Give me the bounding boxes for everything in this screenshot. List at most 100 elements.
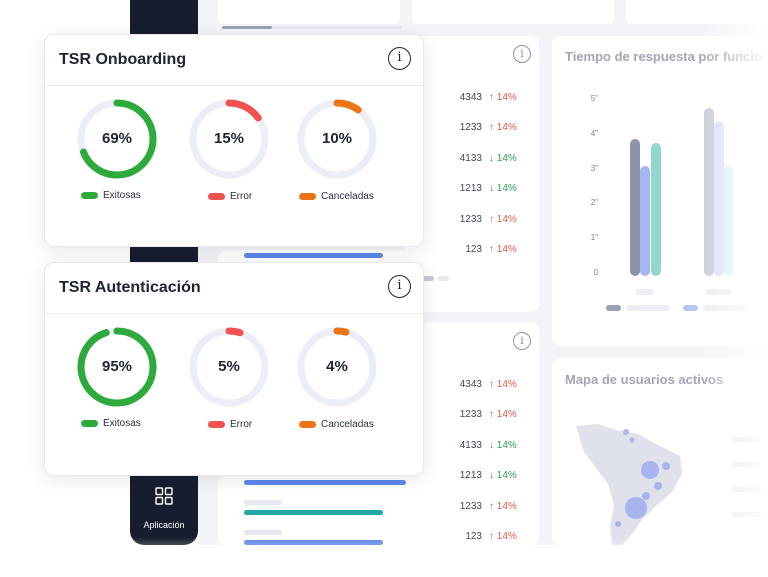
legend-swatch [683,305,698,311]
donut-chart-canceladas: 10% [297,99,377,184]
progress-bar [244,510,383,515]
info-icon[interactable]: i [388,275,411,298]
legend-swatch [81,419,98,427]
legend-error: Error [208,419,252,430]
edge-fade [698,0,768,577]
legend-canceladas: Canceladas [299,419,374,430]
row-value: 4343 [459,92,482,103]
progress-bar [244,253,383,258]
legend-swatch [299,192,316,200]
donut-arc [77,99,157,179]
row-change-up: ↑ 14% [489,379,517,390]
legend-swatch [299,420,316,428]
x-tick-placeholder [636,289,654,295]
y-tick-label: 4" [590,129,598,138]
donut-value: 95% [101,358,133,375]
donut-value: 10% [321,130,353,147]
row-change-down: ↓ 14% [489,470,517,481]
legend-swatch [606,305,621,311]
row-value: 123 [465,244,482,255]
card-title: TSR Autenticación [59,279,201,296]
donut-arc [77,327,157,407]
info-icon[interactable]: i [513,45,531,63]
legend-swatch [208,192,225,200]
donut-arc [189,327,269,407]
donut-chart-error: 5% [189,327,269,412]
card-header: TSR Onboarding i [45,35,423,86]
row-change-up: ↑ 14% [489,501,517,512]
row-change-up: ↑ 14% [489,244,517,255]
row-value: 1233 [459,501,482,512]
table-panel-top: i [405,36,539,312]
row-value: 1233 [459,122,482,133]
donut-value: 4% [326,358,348,375]
chart-bar [630,139,640,276]
row-value: 4343 [459,379,482,390]
donut-value: 15% [213,130,245,147]
grid-icon [155,487,173,505]
progress-bar [244,480,406,485]
legend-label: Error [230,191,253,202]
legend-label-placeholder [626,305,670,311]
sidebar-item-label: Aplicación [143,520,185,530]
legend-label: Exitosas [103,190,141,201]
donut-chart-exitosas: 69% [77,99,157,184]
legend-label: Canceladas [321,419,374,430]
top-summary-card-1 [218,0,400,24]
donut-chart-error: 15% [189,99,269,184]
tsr-onboarding-card: TSR Onboarding i 69% 15% 10% Exitosas Er… [44,34,424,247]
row-value: 1233 [459,409,482,420]
edge-fade [0,537,768,577]
y-tick-label: 0 [593,268,598,277]
row-change-up: ↑ 14% [489,92,517,103]
row-change-down: ↓ 14% [489,440,517,451]
progress-label-placeholder [244,530,282,535]
card-title: TSR Onboarding [59,51,187,68]
donut-chart-canceladas: 4% [297,327,377,412]
card-header: TSR Autenticación i [45,263,423,314]
legend-exitosas: Exitosas [81,418,141,429]
pager-dot[interactable] [420,276,434,281]
tsr-autenticacion-card: TSR Autenticación i 95% 5% 4% Exitosas E… [44,262,424,476]
row-change-up: ↑ 14% [489,214,517,225]
row-change-down: ↓ 14% [489,183,517,194]
row-value: 4133 [459,153,482,164]
row-change-down: ↓ 14% [489,153,517,164]
info-icon[interactable]: i [513,332,531,350]
pager-dot[interactable] [438,276,449,281]
row-value: 1233 [459,214,482,225]
legend-error: Error [208,191,252,202]
legend-label: Canceladas [321,191,374,202]
map-title: Mapa de usuarios activos [565,372,724,387]
y-tick-label: 3" [590,164,598,173]
donut-arc [297,99,377,179]
legend-label: Exitosas [103,418,141,429]
legend-canceladas: Canceladas [299,191,374,202]
info-icon[interactable]: i [388,47,411,70]
legend-exitosas: Exitosas [81,190,141,201]
legend-swatch [81,191,98,199]
sidebar-item-aplicacion[interactable]: Aplicación [130,487,198,533]
horizontal-scrollbar[interactable] [222,26,402,29]
chart-bar [651,143,661,276]
y-tick-label: 2" [590,198,598,207]
table-panel-bottom: i [405,322,539,545]
south-america-map [576,424,682,545]
donut-value: 69% [101,130,133,147]
chart-bar [640,166,650,276]
donut-arc [189,99,269,179]
donut-chart-exitosas: 95% [77,327,157,412]
y-tick-label: 5" [590,94,598,103]
row-value: 4133 [459,440,482,451]
legend-swatch [208,420,225,428]
row-change-up: ↑ 14% [489,409,517,420]
legend-label: Error [230,419,253,430]
row-change-up: ↑ 14% [489,531,517,542]
donut-value: 5% [218,358,240,375]
row-value: 123 [442,531,482,542]
donut-arc [297,327,377,407]
progress-label-placeholder [244,500,282,505]
row-value: 1213 [459,470,482,481]
row-change-up: ↑ 14% [489,122,517,133]
y-tick-label: 1" [590,233,598,242]
